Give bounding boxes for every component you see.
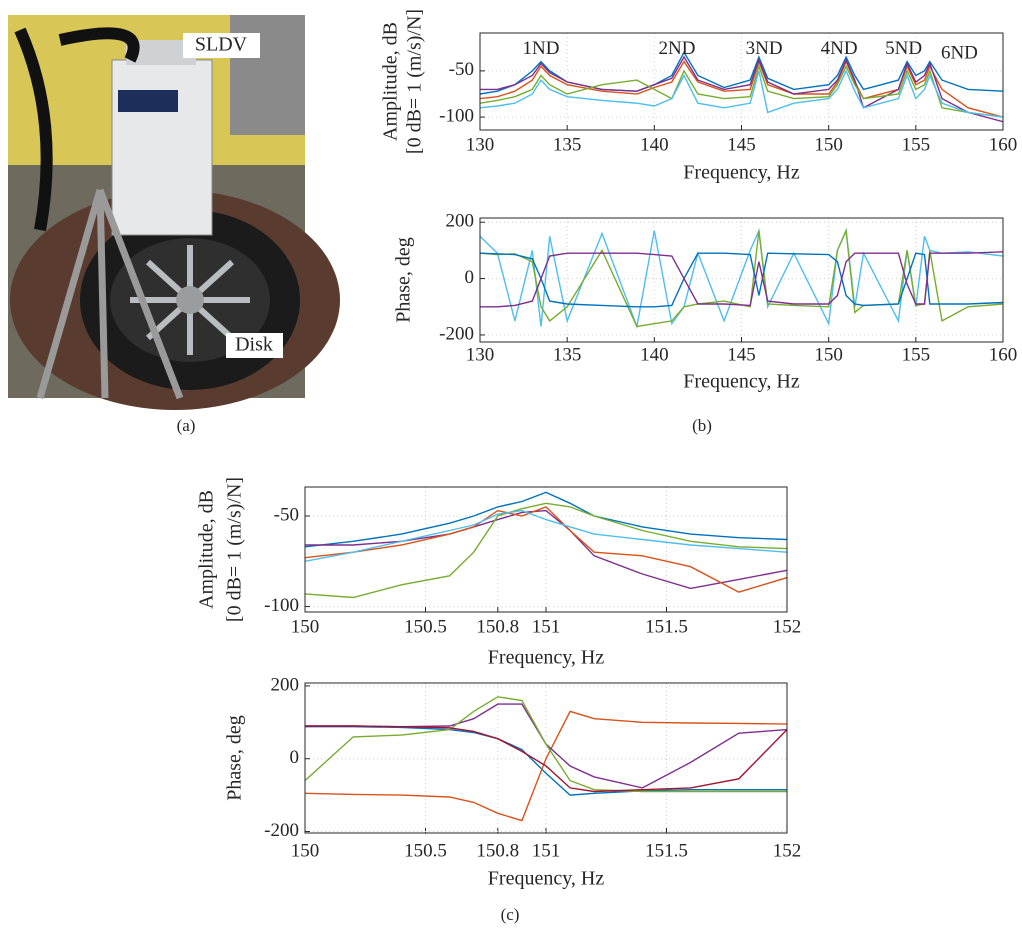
x-tick-label: 150: [814, 344, 843, 365]
x-tick-label: 135: [553, 134, 582, 155]
series-line: [480, 55, 1003, 123]
plot: 150 150.5 150.8 151 151.5 152 -100 -50 Frequency…: [196, 477, 802, 669]
caption: (a): [177, 416, 196, 435]
x-axis-label: Frequency, Hz: [488, 868, 605, 890]
y-tick-label: -200: [439, 323, 474, 344]
plot: 150 150.5 150.8 151 151.5 152 -200 0 200 Frequenc…: [224, 674, 802, 889]
plot: 130 135 140 145 150 155 160 -200 0 200 Frequency, …: [393, 211, 1018, 393]
x-tick-label: 151.5: [645, 840, 688, 861]
y-axis-label: Phase, deg: [224, 715, 246, 801]
axes-box: [304, 682, 788, 834]
series-line: [480, 69, 1003, 118]
x-tick-label: 151: [532, 616, 561, 637]
x-tick-label: 150.5: [404, 616, 447, 637]
x-tick-label: 150: [814, 134, 843, 155]
x-tick-label: 151.5: [645, 616, 688, 637]
x-tick-label: 130: [466, 134, 495, 155]
series-line: [305, 502, 787, 599]
series-line: [480, 252, 1003, 308]
series-line: [305, 725, 787, 793]
caption: (b): [692, 416, 712, 435]
series-line: [305, 506, 787, 593]
x-tick-label: 140: [640, 134, 669, 155]
y-tick-label: -50: [449, 59, 474, 80]
annotation: 6ND: [941, 43, 978, 64]
axes-box: [479, 32, 1004, 131]
x-axis-label: Frequency, Hz: [683, 371, 800, 393]
x-tick-label: 145: [727, 344, 756, 365]
series-line: [480, 64, 1003, 118]
series-line: [305, 696, 787, 793]
y-tick-label: 200: [446, 211, 475, 232]
photo-label: SLDV: [195, 34, 248, 56]
axes-box: [479, 217, 1004, 343]
x-axis-label: Frequency, Hz: [488, 647, 605, 669]
y-axis-label: Amplitude, dB: [196, 490, 218, 609]
series-line: [305, 491, 787, 548]
x-tick-label: 150: [291, 616, 320, 637]
y-tick-label: 0: [290, 747, 300, 768]
y-axis-label: Phase, deg: [393, 237, 415, 323]
annotation: 4ND: [821, 38, 858, 59]
y-tick-label: -200: [264, 820, 299, 841]
x-tick-label: 145: [727, 134, 756, 155]
series-line: [480, 228, 1003, 328]
x-tick-label: 150: [291, 840, 320, 861]
y-axis-label: [0 dB= 1 (m/s)/N]: [404, 9, 426, 154]
y-axis-label: Amplitude, dB: [380, 22, 402, 141]
x-tick-label: 152: [773, 840, 802, 861]
x-tick-label: 155: [902, 134, 931, 155]
photo-label: Disk: [235, 334, 273, 356]
y-tick-label: -50: [274, 504, 299, 525]
x-tick-label: 152: [773, 616, 802, 637]
x-axis-label: Frequency, Hz: [683, 162, 800, 184]
x-tick-label: 155: [902, 344, 931, 365]
series-line: [305, 710, 787, 822]
x-tick-label: 151: [532, 840, 561, 861]
photo: SLDV Disk: [8, 15, 340, 410]
x-tick-label: 130: [466, 344, 495, 365]
y-tick-label: -100: [264, 595, 299, 616]
x-tick-label: 135: [553, 344, 582, 365]
series-line: [305, 509, 787, 562]
y-tick-label: -100: [439, 105, 474, 126]
y-axis-label: [0 dB= 1 (m/s)/N]: [224, 477, 246, 622]
annotation: 1ND: [523, 38, 560, 59]
y-tick-label: 0: [465, 267, 475, 288]
x-tick-label: 160: [989, 344, 1018, 365]
x-tick-label: 140: [640, 344, 669, 365]
series-line: [305, 726, 787, 796]
annotation: 3ND: [746, 38, 783, 59]
plot-area: [305, 487, 787, 612]
y-tick-label: 200: [271, 674, 300, 695]
series-line: [480, 50, 1003, 95]
x-tick-label: 150.5: [404, 840, 447, 861]
annotation: 2ND: [659, 38, 696, 59]
series-line: [480, 251, 1003, 308]
caption: (c): [501, 905, 520, 924]
x-tick-label: 160: [989, 134, 1018, 155]
x-tick-label: 150.8: [476, 616, 519, 637]
annotation: 5ND: [885, 38, 922, 59]
x-tick-label: 150.8: [476, 840, 519, 861]
axes-box: [304, 486, 788, 613]
plot: 130 135 140 145 150 155 160 -100 -50 1ND 2ND 3ND 4ND…: [380, 9, 1018, 184]
